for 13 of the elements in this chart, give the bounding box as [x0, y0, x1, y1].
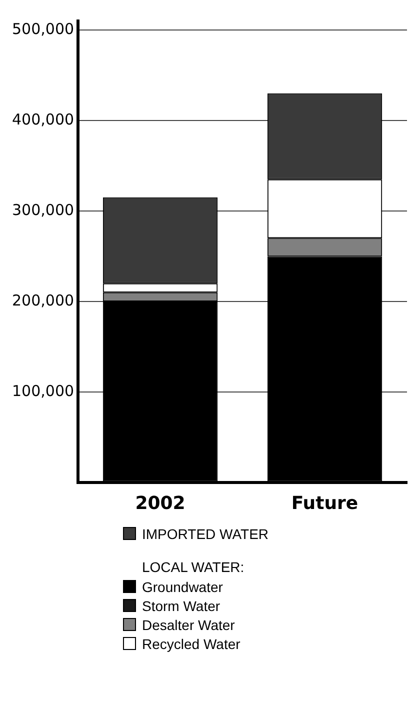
legend-label: Desalter Water: [142, 616, 235, 632]
y-tick-label: 300,000: [12, 200, 74, 219]
y-tick-label: 200,000: [12, 291, 74, 310]
legend-label: Recycled Water: [142, 636, 240, 652]
y-tick-label: 500,000: [12, 20, 74, 38]
legend-label: Groundwater: [142, 578, 223, 594]
legend-label: IMPORTED WATER: [142, 526, 269, 542]
y-tick-label: 400,000: [12, 110, 74, 128]
y-tick-label: 100,000: [12, 382, 74, 400]
legend-title: LOCAL WATER:: [142, 559, 246, 575]
x-tick-label: Future: [291, 492, 358, 514]
x-tick-label: 2002: [135, 492, 186, 514]
legend-label: Storm Water: [142, 598, 220, 614]
